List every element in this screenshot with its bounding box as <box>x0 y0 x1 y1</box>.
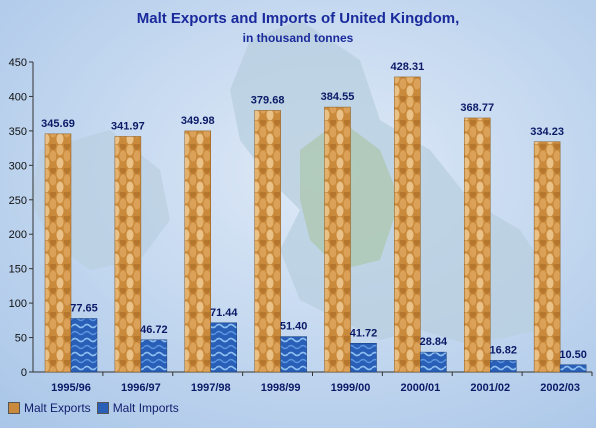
x-tick-label: 1996/97 <box>121 382 161 394</box>
bar-exports <box>44 133 72 373</box>
x-tick-label: 1997/98 <box>191 382 231 394</box>
legend: Malt Exports Malt Imports <box>8 401 185 415</box>
y-tick-label: 100 <box>9 298 27 310</box>
y-tick-label: 450 <box>9 57 27 69</box>
y-tick-label: 200 <box>9 229 27 241</box>
data-label-imports: 77.65 <box>70 303 98 315</box>
bar-imports <box>559 364 587 373</box>
data-label-exports: 345.69 <box>41 118 75 130</box>
data-label-imports: 28.84 <box>420 336 448 348</box>
data-labels: 345.69 77.65 341.97 46.72 349.98 71.44 379.68 5… <box>41 61 587 361</box>
bar-imports <box>70 318 98 373</box>
bar-imports <box>420 351 447 373</box>
y-tick-label: 300 <box>9 160 27 172</box>
bar-exports <box>184 130 211 373</box>
data-label-imports: 46.72 <box>140 324 168 336</box>
legend-label-imports: Malt Imports <box>112 401 179 415</box>
x-tick-label: 1998/99 <box>261 382 301 394</box>
bar-exports <box>324 106 351 373</box>
data-label-imports: 10.50 <box>559 349 587 361</box>
data-label-exports: 334.23 <box>530 126 564 138</box>
bar-imports <box>280 336 307 373</box>
legend-item-exports: Malt Exports <box>8 401 91 415</box>
bar-imports <box>350 343 377 373</box>
bar-imports <box>210 322 237 373</box>
data-label-exports: 368.77 <box>460 102 494 114</box>
y-tick-label: 400 <box>9 91 27 103</box>
data-label-imports: 71.44 <box>210 307 238 319</box>
x-tick-label: 2002/03 <box>540 382 580 394</box>
bar-imports <box>140 339 168 373</box>
y-tick-label: 150 <box>9 264 27 276</box>
x-tick-label: 1995/96 <box>51 382 91 394</box>
legend-item-imports: Malt Imports <box>96 401 179 415</box>
x-tick-label: 1999/00 <box>331 382 371 394</box>
bars <box>44 76 587 373</box>
bar-exports <box>114 136 142 373</box>
x-tick-label: 2000/01 <box>400 382 440 394</box>
data-label-exports: 349.98 <box>181 115 215 127</box>
chart-subtitle: in thousand tonnes <box>242 31 354 45</box>
data-label-exports: 379.68 <box>251 94 285 106</box>
chart-title: Malt Exports and Imports of United Kingd… <box>136 10 460 27</box>
x-tick-label: 2001/02 <box>470 382 510 394</box>
bar-exports <box>533 141 561 373</box>
data-label-imports: 41.72 <box>350 327 378 339</box>
data-label-imports: 16.82 <box>489 344 517 356</box>
data-label-exports: 341.97 <box>111 120 145 132</box>
bar-exports <box>394 76 421 373</box>
y-tick-label: 350 <box>9 126 27 138</box>
bar-exports <box>254 110 281 373</box>
data-label-imports: 51.40 <box>280 321 308 333</box>
y-tick-label: 0 <box>21 367 27 379</box>
y-tick-label: 250 <box>9 195 27 207</box>
legend-label-exports: Malt Exports <box>24 401 91 415</box>
y-tick-label: 50 <box>15 333 27 345</box>
data-label-exports: 428.31 <box>391 61 425 73</box>
legend-swatch-imports <box>96 402 109 414</box>
legend-swatch-exports <box>8 402 20 414</box>
data-label-exports: 384.55 <box>321 91 355 103</box>
bar-exports <box>464 117 491 373</box>
bar-imports <box>490 360 517 373</box>
